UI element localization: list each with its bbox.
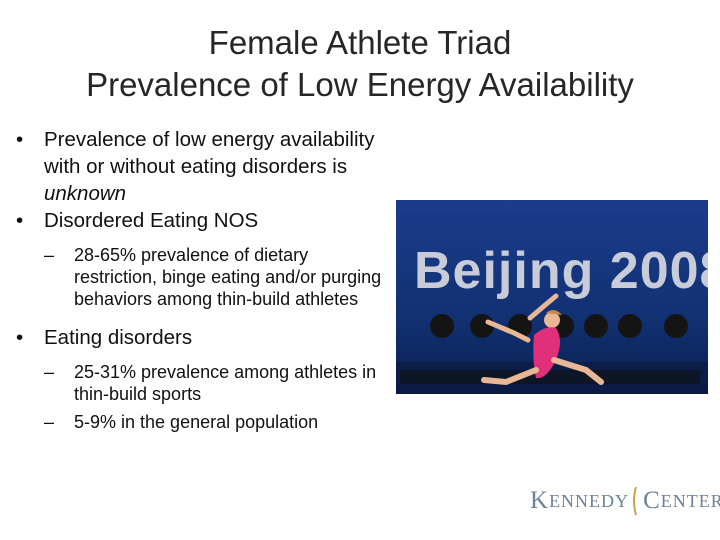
sub-bullet-text: 28-65% prevalence of dietary restriction… <box>74 245 382 309</box>
sub-bullet-item: –25-31% prevalence among athletes in thi… <box>16 361 396 405</box>
logo-text-ennedy: ENNEDY <box>549 490 630 511</box>
sub-bullet-text: 25-31% prevalence among athletes in thin… <box>74 362 377 404</box>
sub-bullet-dash: – <box>44 245 55 265</box>
bullet-item: • Eating disorders <box>16 324 396 351</box>
gymnast-figure <box>481 293 604 386</box>
sub-bullet-dash: – <box>44 362 55 382</box>
bullet-text: Prevalence of low energy availability wi… <box>44 128 375 178</box>
bullet-list: • Prevalence of low energy availability w… <box>16 126 396 433</box>
bullet-item: • Disordered Eating NOS <box>16 207 396 234</box>
bullet-dot: • <box>16 128 24 151</box>
photo-banner-text: Beijing 2008 <box>414 242 708 300</box>
kennedy-center-logo: K ENNEDY C ENTER <box>530 484 720 518</box>
sub-bullet-item: –28-65% prevalence of dietary restrictio… <box>16 244 396 310</box>
sub-bullet-item: –5-9% in the general population <box>16 411 396 433</box>
bullet-dot: • <box>16 209 24 232</box>
logo-swoosh-icon <box>633 486 638 516</box>
logo-letter-c: C <box>643 487 661 514</box>
logo-text-enter: ENTER <box>660 490 720 511</box>
title-line-2: Prevalence of Low Energy Availability <box>86 66 634 103</box>
bullet-dot: • <box>16 326 24 349</box>
bullet-emphasis: unknown <box>44 182 127 205</box>
logo-letter-k: K <box>530 487 550 514</box>
bullet-text: Disordered Eating NOS <box>44 209 259 232</box>
sub-bullet-text: 5-9% in the general population <box>74 412 319 432</box>
gymnast-photo: Beijing 2008 <box>396 200 708 394</box>
bullet-item: • Prevalence of low energy availability w… <box>16 126 396 207</box>
slide-title: Female Athlete Triad Prevalence of Low E… <box>20 22 700 106</box>
sub-bullet-dash: – <box>44 412 55 432</box>
title-line-1: Female Athlete Triad <box>208 24 512 61</box>
bullet-text: Eating disorders <box>44 326 193 349</box>
